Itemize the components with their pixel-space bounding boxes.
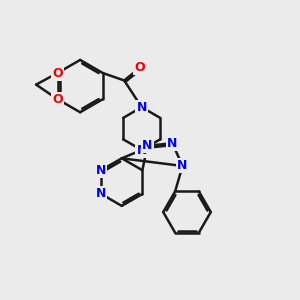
Text: O: O bbox=[52, 67, 63, 80]
Text: N: N bbox=[167, 137, 178, 150]
Text: N: N bbox=[96, 188, 106, 200]
Text: O: O bbox=[52, 93, 63, 106]
Text: N: N bbox=[96, 164, 106, 177]
Text: N: N bbox=[136, 101, 147, 114]
Text: O: O bbox=[134, 61, 145, 74]
Text: N: N bbox=[142, 139, 153, 152]
Text: N: N bbox=[177, 160, 188, 172]
Text: N: N bbox=[136, 143, 147, 157]
